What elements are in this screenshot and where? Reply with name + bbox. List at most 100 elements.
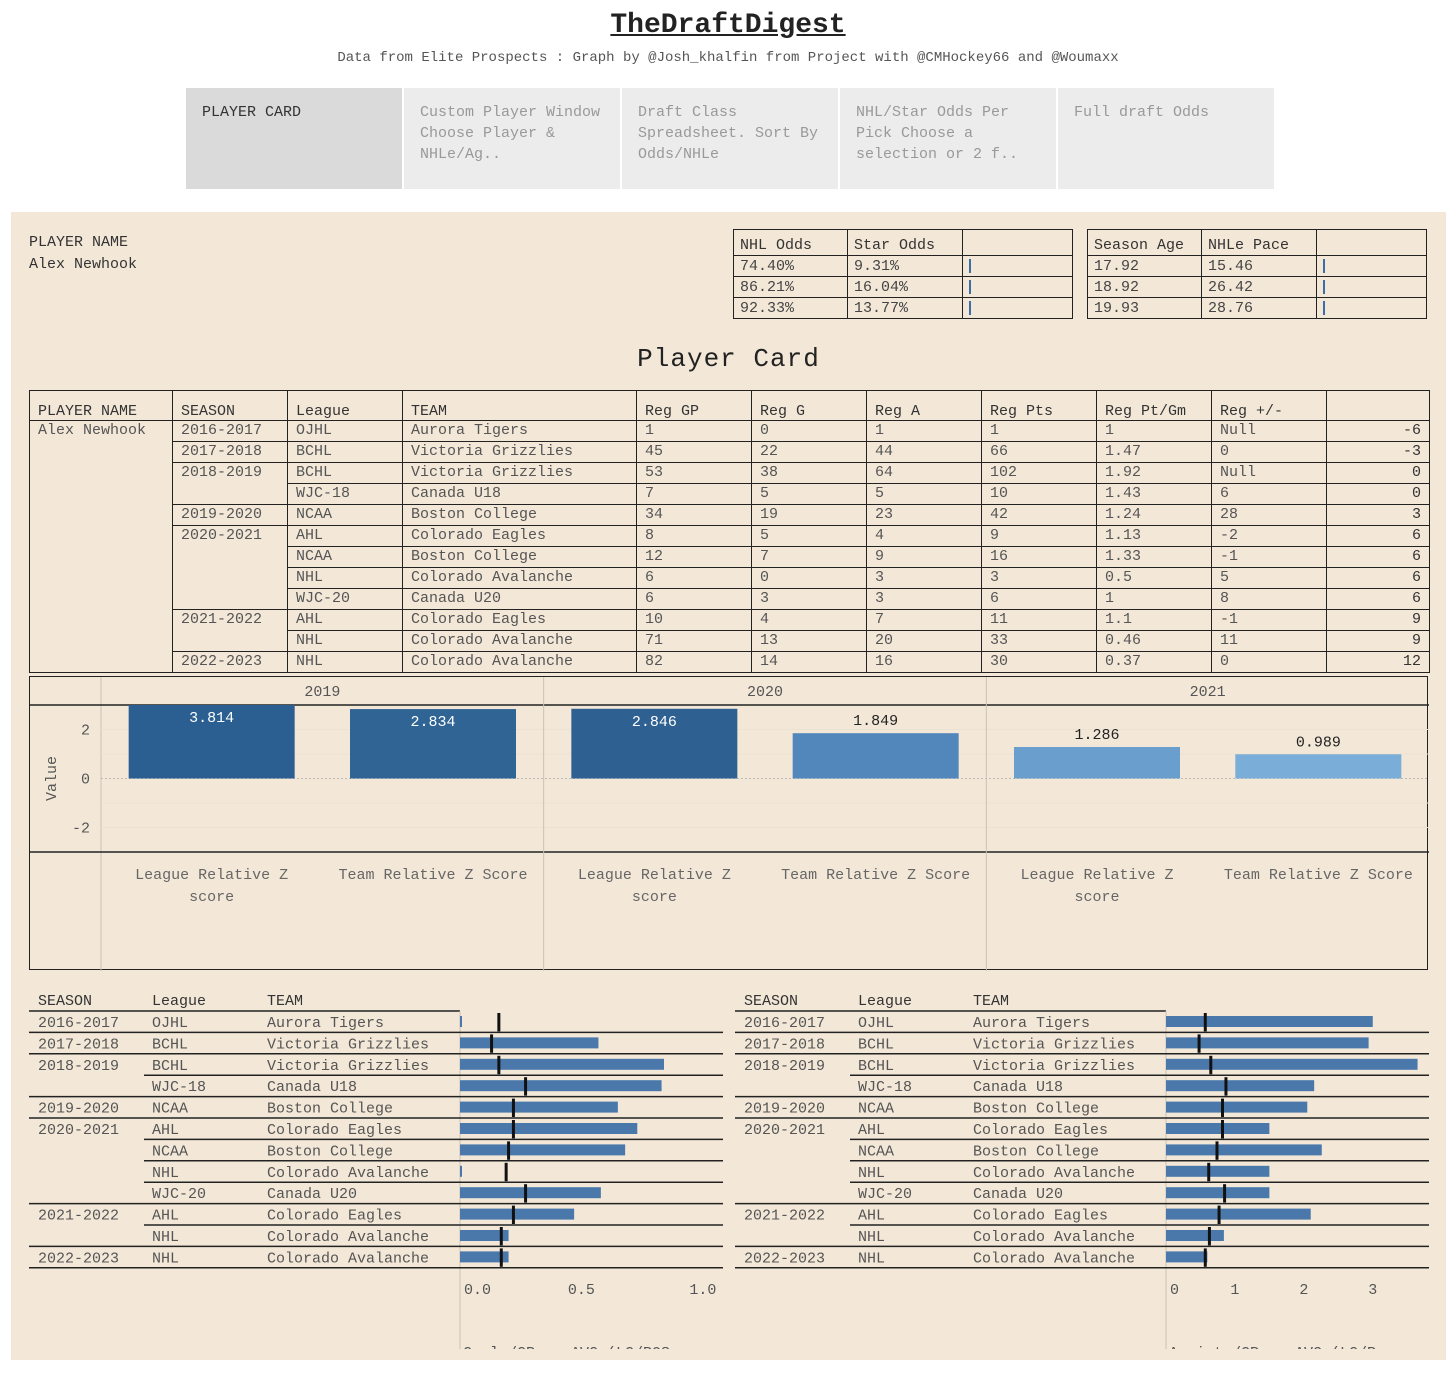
stats-cell — [29, 441, 173, 463]
stats-cell: 0.37 — [1096, 651, 1212, 673]
bullet-bar — [1166, 1123, 1270, 1134]
bullet-header: SEASON — [38, 993, 92, 1010]
bullet-bar — [460, 1187, 601, 1199]
stats-cell — [29, 651, 173, 673]
stats-cell: Null — [1211, 462, 1327, 484]
stats-cell: BCHL — [287, 462, 403, 484]
bullet-row-label: 2018-2019 — [744, 1058, 825, 1075]
stats-cell: 2018-2019 — [172, 462, 288, 484]
chart-panel-label: 2020 — [747, 684, 783, 701]
chart-category-label: League Relative Z — [578, 867, 731, 884]
stats-cell: 7 — [636, 483, 752, 505]
chart-category-label: League Relative Z — [1020, 867, 1173, 884]
stats-cell — [172, 546, 288, 568]
chart-category-label: score — [189, 889, 234, 906]
bullet-row-label: NCAA — [152, 1101, 188, 1118]
stats-cell: WJC-20 — [287, 588, 403, 610]
stats-cell: 3 — [1326, 504, 1430, 526]
stats-cell: 6 — [636, 588, 752, 610]
chart-data-label: 0.989 — [1296, 734, 1341, 751]
stats-cell: 30 — [981, 651, 1097, 673]
col-reg-gp: Reg GP — [636, 390, 752, 421]
stats-cell: 0 — [1326, 483, 1430, 505]
stats-cell — [29, 504, 173, 526]
stats-cell: 14 — [751, 651, 867, 673]
stats-cell: 0 — [1211, 651, 1327, 673]
stats-cell: Colorado Avalanche — [402, 567, 637, 589]
stats-cell: Canada U18 — [402, 483, 637, 505]
stats-cell: 9 — [866, 546, 982, 568]
stats-cell: 23 — [866, 504, 982, 526]
bullet-row-label: AHL — [858, 1122, 885, 1139]
chart-y-tick: 0 — [81, 772, 90, 789]
stats-row: WJC-20 Canada U20 6 3 3 6 1 8 6 — [29, 588, 1430, 610]
odds-bar-cell — [962, 297, 1073, 319]
stats-cell: 2017-2018 — [172, 441, 288, 463]
col-team: TEAM — [402, 390, 637, 421]
bullet-row-label: Colorado Eagles — [973, 1208, 1108, 1225]
bullet-x-tick: 0.0 — [464, 1282, 491, 1299]
bullet-row-label: WJC-18 — [152, 1079, 206, 1096]
stats-cell: 3 — [751, 588, 867, 610]
stats-cell: 2022-2023 — [172, 651, 288, 673]
stats-cell — [29, 462, 173, 484]
stats-cell: Canada U20 — [402, 588, 637, 610]
bullet-header: TEAM — [973, 993, 1009, 1010]
bullet-row-label: Colorado Avalanche — [973, 1229, 1135, 1246]
age-bar-cell — [1316, 276, 1427, 298]
tab-full-draft-odds[interactable]: Full draft Odds — [1058, 88, 1274, 189]
stats-row: 2019-2020 NCAA Boston College 34 19 23 42 1.24 2… — [29, 504, 1430, 526]
tab-odds-per-pick[interactable]: NHL/Star Odds Per Pick Choose a selectio… — [840, 88, 1056, 189]
stats-cell: 1.33 — [1096, 546, 1212, 568]
stats-cell: 71 — [636, 630, 752, 652]
age-minibar — [1323, 300, 1325, 315]
stats-cell: 16 — [981, 546, 1097, 568]
chart-data-label: 1.286 — [1074, 727, 1119, 744]
stats-row: NHL Colorado Avalanche 6 0 3 3 0.5 5 6 — [29, 567, 1430, 589]
bullet-row-label: NHL — [858, 1229, 885, 1246]
bullet-bar — [460, 1016, 462, 1027]
bullet-bar — [460, 1058, 664, 1070]
stats-cell: 3 — [866, 588, 982, 610]
bullet-bar — [460, 1251, 509, 1263]
stats-cell: AHL — [287, 609, 403, 631]
bullet-bar — [1166, 1165, 1270, 1177]
bullet-row-label: NCAA — [152, 1143, 188, 1160]
odds-minibar — [969, 300, 971, 315]
chart-category-label: Team Relative Z Score — [781, 867, 970, 884]
bullet-row-label: NHL — [152, 1229, 179, 1246]
bullet-bar — [460, 1123, 638, 1134]
chart-data-label: 2.834 — [410, 714, 455, 731]
bullet-row-label: 2016-2017 — [38, 1015, 119, 1032]
col-reg-plus-minus: Reg +/- — [1211, 390, 1327, 421]
age-bar-cell — [1316, 255, 1427, 277]
chart-y-tick: -2 — [72, 821, 90, 838]
bullet-header: SEASON — [744, 993, 798, 1010]
odds-cell: 9.31% — [847, 255, 963, 277]
stats-cell: Null — [1211, 420, 1327, 442]
bullet-row-label: 2017-2018 — [38, 1036, 119, 1053]
bullet-row-label: Canada U20 — [267, 1186, 357, 1203]
age-cell: 18.92 — [1087, 276, 1202, 298]
player-name-block: PLAYER NAME Alex Newhook — [29, 232, 137, 276]
stats-cell: NHL — [287, 567, 403, 589]
tab-draft-class-spreadsheet[interactable]: Draft Class Spreadsheet. Sort By Odds/NH… — [622, 88, 838, 189]
tab-custom-player-window[interactable]: Custom Player Window Choose Player & NHL… — [404, 88, 620, 189]
stats-cell — [29, 630, 173, 652]
tab-player-card[interactable]: PLAYER CARD — [186, 88, 402, 189]
stats-cell: 12 — [1326, 651, 1430, 673]
bullet-row-label: 2020-2021 — [744, 1122, 825, 1139]
bullet-header: League — [152, 993, 206, 1010]
stats-cell: OJHL — [287, 420, 403, 442]
stats-cell: 1.47 — [1096, 441, 1212, 463]
bullet-row-label: AHL — [858, 1208, 885, 1225]
stats-cell: NCAA — [287, 504, 403, 526]
age-header-nhle-pace: NHLe Pace — [1201, 229, 1317, 256]
bullet-bar — [1166, 1037, 1369, 1049]
stats-cell: 0 — [1211, 441, 1327, 463]
stats-cell: -1 — [1211, 546, 1327, 568]
chart-category-label: Team Relative Z Score — [1224, 867, 1413, 884]
stats-cell: 4 — [751, 609, 867, 631]
bullet-x-label: Assists/GP vs AVG (LG/P.. — [1169, 1345, 1394, 1349]
bullet-x-tick: 1.0 — [689, 1282, 716, 1299]
